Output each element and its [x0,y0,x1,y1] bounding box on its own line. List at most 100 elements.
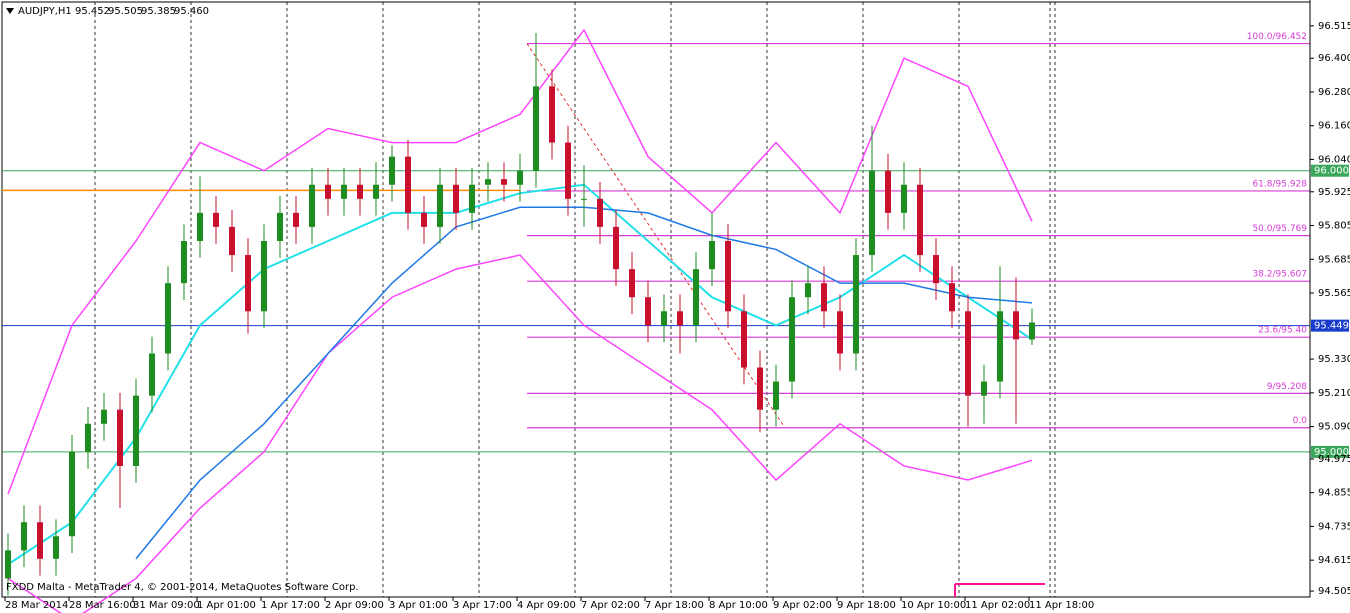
candle-body [453,184,459,213]
candle-body [197,212,203,241]
indicator-line [7,254,1033,613]
y-tick-label: 95.925 [1318,187,1350,198]
candle-body [949,283,955,312]
y-tick-label: 94.615 [1318,555,1350,566]
candle-body [21,522,27,551]
candle-body [613,226,619,270]
candle-body [517,170,523,185]
candle-body [117,409,123,466]
x-tick-label: 7 Apr 18:00 [645,600,704,611]
candle-body [549,86,555,143]
y-tick-label: 94.855 [1318,488,1350,499]
fibo-label: 9/95.208 [1267,382,1308,392]
candle-body [533,86,539,171]
candle-body [181,240,187,284]
candle-body [277,212,283,241]
candle-body [69,451,75,537]
x-tick-label: 4 Apr 09:00 [517,600,576,611]
y-tick-label: 95.685 [1318,254,1350,265]
candle-body [293,212,299,227]
y-tick-label: 95.805 [1318,221,1350,232]
x-tick-label: 10 Apr 10:00 [901,600,966,611]
y-tick-label: 94.975 [1318,454,1350,465]
candle-body [341,184,347,199]
candle-body [149,353,155,396]
copyright: FXDD Malta - MetaTrader 4, © 2001-2014, … [6,582,359,593]
candle-body [597,198,603,227]
x-tick-label: 31 Mar 09:00 [133,600,200,611]
candle-body [805,283,811,298]
x-tick-label: 3 Apr 01:00 [389,600,448,611]
candle-body [725,240,731,312]
x-tick-label: 9 Apr 02:00 [773,600,832,611]
candle-body [757,367,763,410]
x-tick-label: 28 Mar 16:00 [69,600,136,611]
candle-body [1013,311,1019,340]
candle-body [325,184,331,199]
candle-body [501,179,507,185]
x-tick-label: 9 Apr 18:00 [837,600,896,611]
fibo-label: 0.0 [1293,416,1308,426]
candle-body [901,184,907,213]
candle-body [485,179,491,185]
y-tick-label: 96.160 [1318,121,1350,132]
x-tick-label: 28 Mar 2014 [5,600,68,611]
candle-body [741,311,747,368]
fibo-label: 61.8/95.928 [1252,179,1307,189]
candle-body [389,156,395,185]
candle-body [981,381,987,396]
candle-body [421,212,427,227]
price-label-box [1311,319,1349,332]
candle-body [37,522,43,559]
candle-body [101,409,107,424]
x-tick-label: 1 Apr 01:00 [197,600,256,611]
candle-body [661,311,667,326]
fibo-label: 50.0/95.769 [1252,224,1307,234]
y-tick-label: 94.505 [1318,586,1350,597]
candle-body [933,255,939,284]
y-tick-label: 95.210 [1318,388,1350,399]
candle-body [821,283,827,312]
y-tick-label: 95.565 [1318,288,1350,299]
candle-body [405,156,411,213]
symbol: AUDJPY,H1 [18,6,72,17]
fibo-label: 38.2/95.607 [1252,270,1307,280]
candle-body [1029,322,1035,340]
candle-body [869,170,875,256]
candle-body [309,184,315,227]
candle-body [373,184,379,199]
price-label-box [1311,164,1349,177]
indicator-line [7,28,1033,495]
candle-body [997,311,1003,382]
candle-body [789,297,795,382]
candle-body [5,550,11,579]
x-tick-label: 7 Apr 02:00 [581,600,640,611]
x-tick-label: 8 Apr 10:00 [709,600,768,611]
ohlc-open: 95.452 [75,6,110,17]
y-tick-label: 96.280 [1318,87,1350,98]
candle-body [229,226,235,256]
candle-body [677,311,683,326]
x-tick-label: 2 Apr 09:00 [325,600,384,611]
x-tick-label: 11 Apr 02:00 [965,600,1030,611]
candle-body [917,184,923,256]
y-tick-label: 96.400 [1318,53,1350,64]
menu-triangle[interactable] [6,8,14,14]
candle-body [469,184,475,213]
candle-body [133,395,139,466]
fibo-label: 23.6/95.40 [1258,326,1307,336]
y-tick-label: 95.330 [1318,354,1350,365]
candle-body [565,142,571,199]
candle-body [357,184,363,199]
ohlc-low: 95.385 [141,6,176,17]
candle-body [965,311,971,396]
candle-body [645,297,651,326]
fibo-label: 100.0/96.452 [1247,32,1307,42]
candle-body [85,423,91,452]
candle-body [581,198,587,200]
ohlc-close: 95.460 [174,6,209,17]
candle-body [213,212,219,227]
candle-body [53,536,59,559]
candle-body [165,283,171,354]
